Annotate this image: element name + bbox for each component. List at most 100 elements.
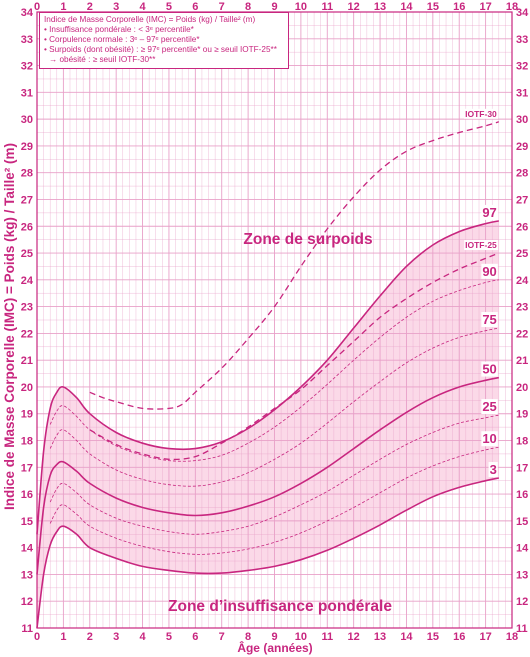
legend-formula: Indice de Masse Corporelle (IMC) = Poids… — [44, 15, 256, 24]
series-label-50: 50 — [482, 362, 496, 377]
y-tick-label-left: 27 — [21, 194, 33, 206]
series-line-50 — [36, 376, 499, 575]
y-tick-label-right: 12 — [516, 596, 528, 608]
x-tick-label-top: 4 — [139, 1, 146, 13]
legend-normale: • Corpulence normale : 3ᵉ – 97ᵉ percenti… — [44, 35, 200, 45]
series-label-iotf-30: IOTF-30 — [465, 109, 497, 119]
series-label-75: 75 — [482, 312, 496, 327]
y-tick-label-right: 11 — [516, 623, 528, 635]
x-tick-label-top: 17 — [479, 1, 491, 13]
y-tick-label-left: 16 — [21, 489, 33, 501]
series-line-97 — [36, 220, 499, 535]
y-tick-label-right: 16 — [516, 489, 528, 501]
y-tick-label-left: 32 — [21, 61, 33, 73]
y-tick-label-right: 29 — [516, 141, 528, 153]
x-tick-label-bottom: 7 — [219, 631, 225, 643]
y-tick-label-left: 24 — [21, 275, 34, 287]
y-tick-label-left: 29 — [21, 141, 33, 153]
series-label-bg — [481, 204, 498, 220]
series-line-25 — [49, 414, 499, 535]
series-label-bg — [481, 361, 498, 377]
y-tick-label-right: 30 — [516, 114, 528, 126]
series-label-bg — [464, 240, 499, 251]
y-tick-label-right: 34 — [516, 7, 529, 19]
y-tick-label-right: 24 — [516, 275, 529, 287]
y-tick-label-right: 19 — [516, 409, 528, 421]
y-tick-label-right: 15 — [516, 516, 528, 528]
y-tick-label-right: 17 — [516, 462, 528, 474]
y-tick-label-left: 33 — [21, 34, 33, 46]
series-label-bg — [481, 399, 498, 415]
series-label-90: 90 — [482, 264, 496, 279]
y-tick-label-right: 21 — [516, 355, 528, 367]
y-tick-label-right: 23 — [516, 302, 528, 314]
series-label-bg — [488, 462, 498, 478]
y-tick-label-right: 26 — [516, 221, 528, 233]
x-tick-label-top: 15 — [427, 1, 439, 13]
legend-obesite: → obésité : ≥ seuil IOTF-30** — [49, 55, 156, 65]
x-tick-label-bottom: 6 — [192, 631, 198, 643]
series-line-iotf-30 — [89, 121, 499, 410]
y-axis-label: Indice de Masse Corporelle (IMC) = Poids… — [2, 143, 17, 510]
series-line-3 — [36, 477, 499, 629]
y-tick-label-right: 27 — [516, 194, 528, 206]
x-tick-label-bottom: 11 — [321, 631, 333, 643]
y-tick-label-right: 14 — [516, 543, 529, 555]
x-tick-label-bottom: 2 — [87, 631, 93, 643]
series-label-3: 3 — [490, 462, 497, 477]
x-tick-label-top: 6 — [192, 1, 198, 13]
x-tick-label-bottom: 5 — [166, 631, 172, 643]
y-tick-label-right: 22 — [516, 328, 528, 340]
x-tick-label-bottom: 14 — [400, 631, 413, 643]
zone-insuffisance-label: Zone d’insuffisance pondérale — [168, 598, 392, 615]
tick-layer: 0011223344556677889910101111121213131414… — [21, 1, 529, 643]
x-tick-label-bottom: 18 — [506, 631, 518, 643]
y-tick-label-left: 17 — [21, 462, 33, 474]
y-tick-label-right: 31 — [516, 87, 528, 99]
x-tick-label-top: 12 — [348, 1, 360, 13]
x-tick-label-bottom: 13 — [374, 631, 386, 643]
x-tick-label-top: 10 — [295, 1, 307, 13]
y-tick-label-left: 21 — [21, 355, 33, 367]
y-tick-label-left: 15 — [21, 516, 33, 528]
y-tick-label-right: 25 — [516, 248, 528, 260]
series-line-90 — [49, 279, 499, 462]
x-tick-label-top: 11 — [321, 1, 333, 13]
y-tick-label-left: 14 — [21, 543, 34, 555]
x-tick-label-top: 14 — [400, 1, 413, 13]
y-tick-label-left: 31 — [21, 87, 33, 99]
x-tick-label-bottom: 3 — [113, 631, 119, 643]
y-tick-label-right: 33 — [516, 34, 528, 46]
x-tick-label-top: 2 — [87, 1, 93, 13]
y-tick-label-left: 13 — [21, 569, 33, 581]
y-tick-label-right: 32 — [516, 61, 528, 73]
x-tick-label-bottom: 12 — [348, 631, 360, 643]
x-tick-label-bottom: 17 — [479, 631, 491, 643]
series-label-bg — [464, 108, 499, 119]
y-tick-label-right: 18 — [516, 436, 528, 448]
x-tick-label-bottom: 4 — [139, 631, 146, 643]
y-tick-label-left: 28 — [21, 168, 33, 180]
y-tick-label-right: 13 — [516, 569, 528, 581]
x-axis-label: Âge (années) — [237, 641, 313, 655]
series-label-97: 97 — [482, 205, 496, 220]
y-tick-label-left: 25 — [21, 248, 33, 260]
x-tick-label-top: 1 — [60, 1, 66, 13]
y-tick-label-right: 28 — [516, 168, 528, 180]
y-tick-label-left: 12 — [21, 596, 33, 608]
x-tick-label-top: 3 — [113, 1, 119, 13]
x-tick-label-bottom: 1 — [60, 631, 66, 643]
x-tick-label-top: 9 — [271, 1, 277, 13]
series-label-bg — [481, 431, 498, 447]
series-line-10 — [49, 446, 499, 555]
legend-insuffisance: • Insuffisance pondérale : < 3ᵉ percenti… — [44, 25, 194, 35]
x-tick-label-top: 0 — [34, 1, 40, 13]
y-tick-label-left: 23 — [21, 302, 33, 314]
series-line-75 — [49, 327, 499, 487]
zone-surpoids-label: Zone de surpoids — [243, 231, 373, 248]
series-label-iotf-25: IOTF-25 — [465, 240, 497, 250]
x-tick-label-bottom: 9 — [271, 631, 277, 643]
y-tick-label-left: 30 — [21, 114, 33, 126]
series-label-bg — [481, 263, 498, 279]
